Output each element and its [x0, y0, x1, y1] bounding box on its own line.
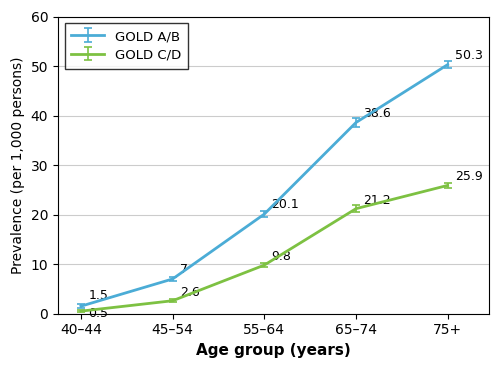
Text: 21.2: 21.2: [364, 194, 391, 207]
X-axis label: Age group (years): Age group (years): [196, 343, 351, 358]
Y-axis label: Prevalence (per 1,000 persons): Prevalence (per 1,000 persons): [11, 56, 25, 274]
Text: 25.9: 25.9: [455, 170, 482, 183]
Text: 50.3: 50.3: [455, 49, 483, 62]
Text: 20.1: 20.1: [272, 198, 299, 211]
Text: 2.6: 2.6: [180, 286, 200, 299]
Text: 9.8: 9.8: [272, 250, 291, 263]
Text: 7: 7: [180, 263, 188, 276]
Text: 1.5: 1.5: [88, 289, 108, 302]
Legend: GOLD A/B, GOLD C/D: GOLD A/B, GOLD C/D: [64, 23, 188, 69]
Text: 0.5: 0.5: [88, 307, 108, 320]
Text: 38.6: 38.6: [364, 107, 391, 120]
